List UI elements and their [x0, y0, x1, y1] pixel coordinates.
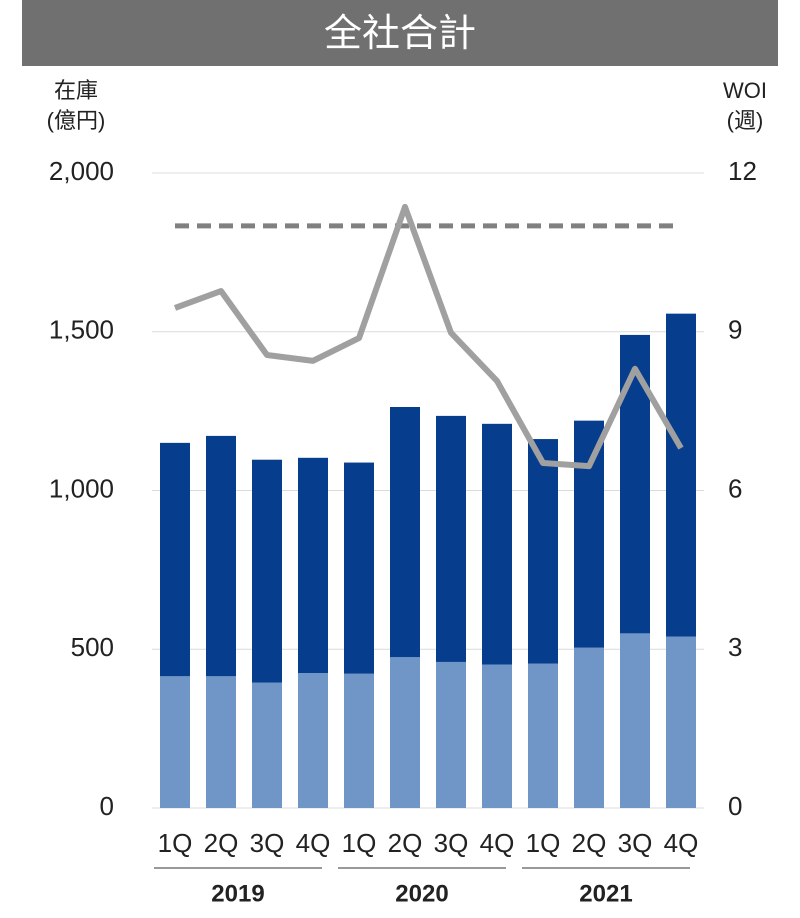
- bar: [666, 636, 696, 808]
- bar: [298, 673, 328, 808]
- y2-tick-label: 3: [728, 632, 742, 662]
- bar: [344, 673, 374, 808]
- y-axis-label: (億円): [47, 108, 106, 133]
- bar: [344, 462, 374, 674]
- y-tick-label: 0: [100, 791, 114, 821]
- x-tick-label: 1Q: [342, 828, 377, 858]
- bar: [390, 657, 420, 808]
- bar: [528, 663, 558, 808]
- bar: [436, 415, 466, 662]
- y-tick-label: 2,000: [49, 156, 114, 186]
- y2-tick-label: 12: [728, 156, 757, 186]
- bar: [620, 633, 650, 808]
- title-bar: [22, 0, 778, 66]
- y2-tick-label: 0: [728, 791, 742, 821]
- x-tick-label: 2Q: [204, 828, 239, 858]
- chart-title: 全社合計: [324, 13, 476, 55]
- bar: [206, 435, 236, 677]
- bar: [252, 682, 282, 808]
- y2-tick-label: 9: [728, 315, 742, 345]
- bar: [574, 647, 604, 808]
- bar: [666, 313, 696, 637]
- bar: [482, 423, 512, 665]
- bar: [574, 420, 604, 648]
- bar: [160, 676, 190, 808]
- bar: [482, 664, 512, 808]
- group-label: 2021: [579, 880, 632, 907]
- bar: [160, 442, 190, 677]
- y-tick-label: 1,000: [49, 473, 114, 503]
- x-tick-label: 4Q: [480, 828, 515, 858]
- x-tick-label: 3Q: [618, 828, 653, 858]
- bar: [528, 439, 558, 664]
- x-tick-label: 4Q: [296, 828, 331, 858]
- x-tick-label: 3Q: [250, 828, 285, 858]
- y2-tick-label: 6: [728, 473, 742, 503]
- bar: [252, 459, 282, 683]
- bar: [390, 406, 420, 658]
- x-tick-label: 1Q: [158, 828, 193, 858]
- line: [173, 203, 684, 470]
- group-label: 2020: [395, 880, 448, 907]
- bar: [436, 661, 466, 808]
- x-tick-label: 2Q: [388, 828, 423, 858]
- x-tick-label: 4Q: [664, 828, 699, 858]
- y2-axis-label: (週): [727, 108, 764, 133]
- group-label: 2019: [211, 880, 264, 907]
- bar: [298, 457, 328, 674]
- x-tick-label: 3Q: [434, 828, 469, 858]
- bar: [206, 676, 236, 808]
- x-tick-label: 1Q: [526, 828, 561, 858]
- y-tick-label: 1,500: [49, 315, 114, 345]
- y-axis-label: 在庫: [54, 78, 98, 103]
- y-tick-label: 500: [71, 632, 114, 662]
- bar: [620, 334, 650, 634]
- x-tick-label: 2Q: [572, 828, 607, 858]
- y2-axis-label: WOI: [723, 78, 767, 103]
